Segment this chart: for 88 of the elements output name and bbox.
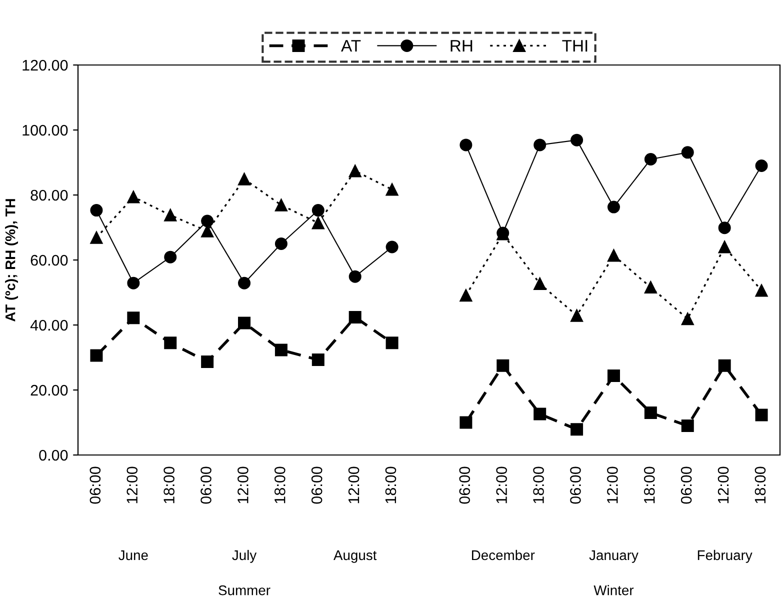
x-tick-label: 18:00 bbox=[754, 466, 766, 504]
x-tick-label: 18:00 bbox=[385, 466, 396, 504]
x-tick-label: 18:00 bbox=[274, 466, 286, 504]
point bbox=[238, 316, 251, 330]
point bbox=[386, 240, 398, 254]
point bbox=[607, 249, 620, 262]
point bbox=[312, 354, 324, 366]
x-tick-label: 06:00 bbox=[311, 466, 322, 504]
x-tick-label: 12:00 bbox=[607, 466, 618, 504]
point bbox=[607, 200, 620, 214]
point bbox=[681, 146, 694, 159]
text: December bbox=[472, 550, 535, 560]
point bbox=[681, 312, 694, 326]
point bbox=[681, 420, 694, 432]
x-tick-label: 06:00 bbox=[200, 466, 212, 504]
y-tick-label: 120.00 bbox=[22, 60, 68, 71]
point bbox=[127, 312, 140, 324]
point bbox=[718, 222, 731, 234]
y-tick-label: 100.00 bbox=[22, 124, 68, 136]
x-tick-label: 12:00 bbox=[496, 466, 507, 504]
point bbox=[644, 153, 657, 166]
x-tick-label: 18:00 bbox=[644, 466, 655, 504]
point bbox=[386, 336, 398, 350]
point bbox=[312, 204, 324, 217]
point bbox=[718, 240, 731, 254]
x-tick-label: 12:00 bbox=[238, 466, 248, 504]
point bbox=[607, 369, 620, 382]
point bbox=[238, 276, 251, 290]
point bbox=[755, 408, 768, 422]
legend-label: THI bbox=[562, 40, 588, 52]
point bbox=[201, 214, 214, 228]
point bbox=[570, 134, 584, 146]
x-tick-label: 12:00 bbox=[126, 466, 138, 504]
y-tick-label: 60.00 bbox=[30, 254, 68, 266]
point bbox=[718, 359, 731, 372]
point bbox=[386, 183, 398, 196]
point bbox=[644, 281, 657, 294]
text: Winter bbox=[594, 585, 634, 596]
x-tick-label: 06:00 bbox=[90, 466, 101, 504]
x-tick-label: 06:00 bbox=[570, 466, 581, 504]
point bbox=[755, 284, 768, 297]
x-tick-label: 12:00 bbox=[718, 466, 729, 504]
text: August bbox=[334, 550, 377, 563]
text: January bbox=[589, 550, 638, 563]
point bbox=[164, 250, 177, 264]
x-tick-label: 18:00 bbox=[533, 466, 544, 504]
x-tick-label: 06:00 bbox=[680, 466, 692, 504]
y-tick-label: 20.00 bbox=[30, 384, 68, 396]
point bbox=[274, 344, 288, 356]
point bbox=[90, 204, 103, 217]
x-tick-label: 12:00 bbox=[348, 466, 360, 504]
point bbox=[496, 359, 510, 372]
text: February bbox=[698, 550, 752, 563]
y-tick-label: 40.00 bbox=[30, 320, 68, 331]
y-axis-title: AT (ºc); RH (%), TH bbox=[5, 199, 18, 322]
x-tick-label: 06:00 bbox=[459, 466, 470, 504]
legend-label: AT bbox=[341, 40, 361, 52]
text: June bbox=[118, 550, 148, 560]
point bbox=[127, 190, 140, 204]
point bbox=[460, 289, 472, 302]
point bbox=[534, 277, 546, 290]
point bbox=[348, 164, 362, 178]
point bbox=[570, 423, 584, 436]
point bbox=[534, 408, 546, 420]
legend-label: RH bbox=[450, 40, 472, 52]
point bbox=[164, 208, 177, 222]
y-tick-label: 80.00 bbox=[30, 190, 68, 201]
point bbox=[312, 216, 324, 230]
point bbox=[164, 336, 177, 350]
point bbox=[644, 406, 657, 419]
point bbox=[570, 309, 584, 322]
text: July bbox=[232, 550, 257, 563]
point bbox=[348, 310, 362, 324]
point bbox=[274, 238, 288, 250]
point bbox=[238, 172, 251, 186]
point bbox=[201, 355, 214, 368]
x-tick-label: 18:00 bbox=[164, 466, 174, 504]
text: Summer bbox=[218, 585, 270, 596]
point bbox=[274, 198, 288, 212]
y-tick-label: 0.00 bbox=[39, 450, 68, 461]
point bbox=[127, 276, 140, 290]
point bbox=[755, 160, 768, 172]
point bbox=[348, 270, 362, 283]
point bbox=[460, 416, 472, 429]
point bbox=[534, 138, 546, 152]
point bbox=[90, 231, 103, 244]
point bbox=[90, 349, 103, 362]
point bbox=[460, 138, 472, 152]
